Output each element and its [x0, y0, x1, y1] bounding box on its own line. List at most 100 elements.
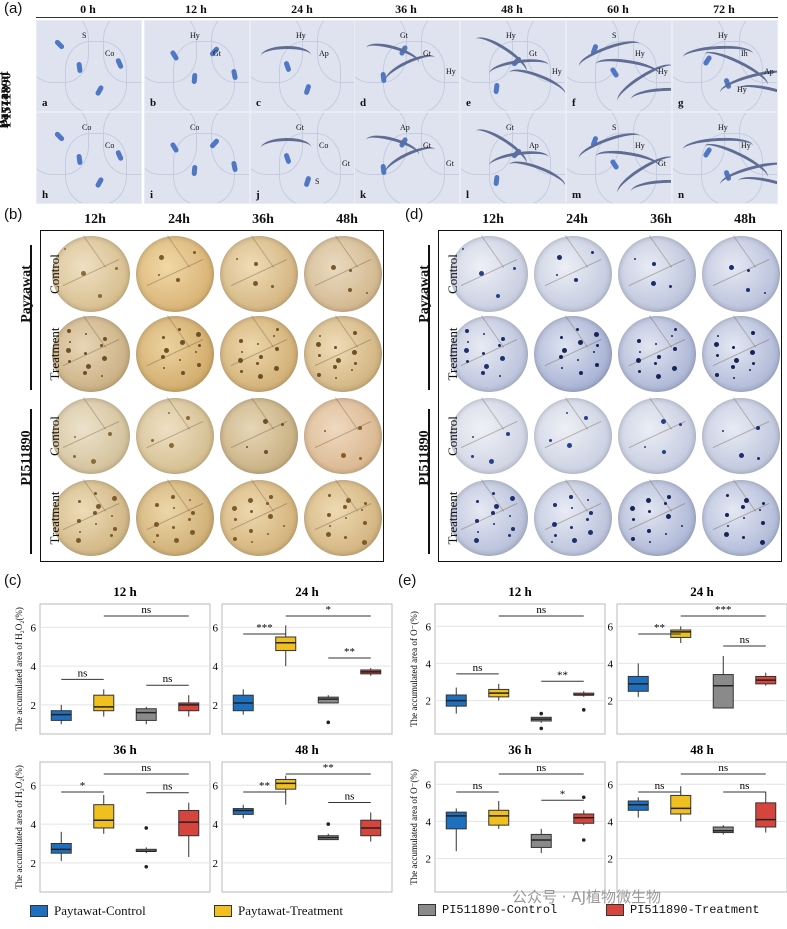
- stain-spot: [489, 459, 494, 464]
- structure-annotation: Gt: [529, 49, 537, 58]
- stain-spot: [759, 509, 761, 511]
- stain-spot: [566, 412, 568, 414]
- stain-spot: [96, 504, 101, 509]
- stain-spot: [359, 457, 362, 460]
- stain-spot: [101, 375, 103, 377]
- chart-title: 36 h: [113, 742, 137, 757]
- box: [627, 800, 649, 811]
- stain-spot: [198, 344, 201, 347]
- micrograph: Hy Gt Hy e: [460, 20, 566, 112]
- leaf-vein: [83, 397, 107, 430]
- structure-annotation: Hy: [552, 67, 562, 76]
- stain-spot: [586, 518, 589, 521]
- stain-spot: [159, 255, 164, 260]
- leaf-disc-treatment: [534, 479, 612, 556]
- stain-spot: [168, 412, 170, 414]
- stain-spot: [506, 432, 510, 436]
- stain-spot: [248, 498, 253, 503]
- stain-spot: [186, 416, 190, 420]
- stain-spot: [68, 360, 71, 363]
- y-tick-label: 2: [213, 858, 219, 870]
- stain-spot: [250, 510, 253, 513]
- leaf-vein: [544, 259, 602, 287]
- y-tick-label: 6: [426, 779, 432, 791]
- stain-spot: [195, 351, 197, 353]
- legend-label: Paytawat-Control: [54, 903, 146, 918]
- box: [50, 842, 72, 854]
- leaf-vein: [460, 339, 518, 367]
- stain-spot: [95, 523, 97, 525]
- leaf-disc-treatment: [304, 315, 382, 392]
- stain-spot: [750, 350, 755, 355]
- leaf-vein: [251, 315, 275, 348]
- stain-spot: [496, 294, 500, 298]
- time-header: 24h: [168, 212, 190, 227]
- condition-label: Treatment: [47, 327, 62, 381]
- stain-spot: [654, 362, 657, 365]
- stain-spot: [264, 450, 268, 454]
- stain-spot: [158, 274, 160, 276]
- y-tick-label: 4: [31, 819, 37, 831]
- panel-b-frame: [40, 230, 384, 562]
- stain-spot: [649, 541, 651, 543]
- stain-spot: [193, 251, 196, 254]
- micrograph: Gt Gt Hy d: [354, 20, 460, 112]
- time-header: 48 h: [501, 2, 523, 16]
- stain-spot: [734, 358, 739, 363]
- stain-spot: [188, 518, 191, 521]
- stain-spot: [366, 292, 368, 294]
- subpanel-letter: m: [572, 189, 582, 201]
- box: [178, 702, 200, 712]
- structure-annotation: Gt: [658, 159, 666, 168]
- stain-spot: [574, 278, 578, 282]
- stain-spot: [102, 356, 107, 361]
- subpanel-letter: c: [256, 97, 261, 109]
- significance-label: ns: [141, 604, 151, 616]
- panel-label-e: (e): [398, 572, 417, 589]
- structure-annotation: Gt: [446, 159, 454, 168]
- stain-spot: [756, 426, 760, 430]
- y-tick-label: 4: [426, 658, 432, 670]
- condition-label: Treatment: [47, 491, 62, 545]
- stain-spot: [276, 328, 279, 331]
- stain-spot: [112, 496, 117, 501]
- stain-spot: [253, 281, 258, 286]
- stain-spot: [275, 347, 279, 351]
- stain-spot: [594, 332, 599, 337]
- significance-label: ns: [345, 790, 355, 802]
- stain-spot: [724, 532, 729, 537]
- structure-annotation: Hy: [635, 49, 645, 58]
- stain-spot: [268, 514, 273, 519]
- stain-spot: [493, 523, 495, 525]
- stain-spot: [238, 358, 243, 363]
- stain-spot: [316, 342, 321, 347]
- panel-label-d: (d): [405, 206, 424, 223]
- stain-spot: [334, 346, 337, 349]
- leaf-vein: [565, 397, 589, 430]
- stain-spot: [749, 369, 751, 371]
- subpanel-letter: k: [360, 189, 367, 201]
- stain-spot: [169, 443, 174, 448]
- leaf-disc-control: [618, 397, 696, 474]
- stain-spot: [726, 494, 729, 497]
- subpanel-letter: l: [466, 189, 470, 201]
- chart-title: 12 h: [113, 584, 137, 599]
- leaf-vein: [544, 421, 602, 449]
- micrograph: Hy Ap c: [250, 20, 356, 112]
- y-tick-label: 2: [426, 854, 432, 866]
- panel-c-boxplots: 12 h 2 4 6 The accumulated area of H₂O₂(%) ns…: [14, 584, 393, 893]
- stain-spot: [569, 495, 573, 499]
- structure-annotation: Co: [190, 123, 200, 132]
- stain-spot: [189, 499, 191, 501]
- stain-spot: [234, 518, 237, 521]
- box: [488, 809, 510, 826]
- leaf-vein: [481, 315, 505, 348]
- leaf-vein: [460, 259, 518, 287]
- structure-annotation: Hy: [737, 85, 747, 94]
- stain-spot: [742, 536, 745, 539]
- stain-spot: [263, 419, 268, 424]
- stain-spot: [589, 511, 593, 515]
- structure-annotation: Hy: [190, 31, 200, 40]
- significance-label: ns: [141, 762, 151, 774]
- stain-spot: [84, 352, 87, 355]
